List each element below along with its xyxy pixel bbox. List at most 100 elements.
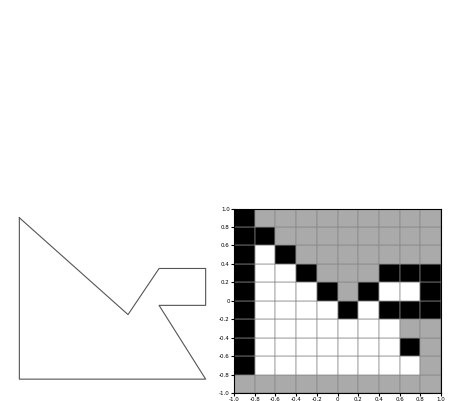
Bar bbox=[317, 319, 338, 338]
Bar bbox=[338, 264, 358, 282]
Bar bbox=[255, 282, 275, 301]
Bar bbox=[275, 356, 296, 375]
Bar bbox=[275, 282, 296, 301]
Bar bbox=[338, 282, 358, 301]
Bar bbox=[420, 356, 441, 375]
Bar bbox=[234, 356, 255, 375]
Bar bbox=[275, 227, 296, 245]
Bar bbox=[338, 209, 358, 227]
Bar bbox=[400, 319, 420, 338]
Bar bbox=[358, 209, 379, 227]
Bar bbox=[338, 227, 358, 245]
Bar bbox=[234, 375, 255, 393]
Bar bbox=[379, 301, 400, 319]
Bar bbox=[255, 301, 275, 319]
Bar bbox=[234, 209, 255, 227]
Bar bbox=[317, 282, 338, 301]
Bar bbox=[275, 319, 296, 338]
Bar bbox=[358, 245, 379, 264]
Bar bbox=[420, 282, 441, 301]
Bar bbox=[420, 209, 441, 227]
Bar bbox=[400, 356, 420, 375]
Bar bbox=[400, 338, 420, 356]
Bar bbox=[317, 338, 338, 356]
Bar bbox=[317, 301, 338, 319]
Bar bbox=[338, 319, 358, 338]
Bar bbox=[379, 264, 400, 282]
Bar bbox=[420, 227, 441, 245]
Bar bbox=[420, 301, 441, 319]
Bar bbox=[420, 319, 441, 338]
Bar bbox=[358, 375, 379, 393]
Bar bbox=[358, 338, 379, 356]
Bar bbox=[255, 338, 275, 356]
Bar bbox=[275, 264, 296, 282]
Bar bbox=[379, 227, 400, 245]
Bar bbox=[296, 227, 317, 245]
Bar bbox=[338, 375, 358, 393]
Bar bbox=[338, 356, 358, 375]
Bar bbox=[317, 375, 338, 393]
Bar bbox=[338, 301, 358, 319]
Bar bbox=[317, 264, 338, 282]
Bar bbox=[275, 209, 296, 227]
Bar bbox=[255, 209, 275, 227]
Bar bbox=[400, 264, 420, 282]
Bar bbox=[296, 282, 317, 301]
Bar bbox=[420, 245, 441, 264]
Bar bbox=[275, 375, 296, 393]
Bar bbox=[296, 319, 317, 338]
Bar bbox=[400, 375, 420, 393]
Bar bbox=[255, 356, 275, 375]
Bar bbox=[358, 264, 379, 282]
Bar bbox=[420, 264, 441, 282]
Bar bbox=[379, 356, 400, 375]
Bar bbox=[420, 338, 441, 356]
Bar bbox=[296, 245, 317, 264]
Bar bbox=[275, 301, 296, 319]
Bar bbox=[234, 245, 255, 264]
Bar bbox=[234, 264, 255, 282]
Bar bbox=[296, 264, 317, 282]
Bar bbox=[234, 227, 255, 245]
Bar bbox=[296, 338, 317, 356]
Bar bbox=[400, 282, 420, 301]
Bar bbox=[234, 338, 255, 356]
Bar bbox=[255, 245, 275, 264]
Bar bbox=[379, 319, 400, 338]
Bar bbox=[379, 245, 400, 264]
Bar bbox=[317, 356, 338, 375]
Bar bbox=[400, 301, 420, 319]
Bar bbox=[338, 245, 358, 264]
Bar bbox=[296, 301, 317, 319]
Bar bbox=[420, 375, 441, 393]
Bar bbox=[400, 227, 420, 245]
Bar bbox=[358, 227, 379, 245]
Bar bbox=[296, 209, 317, 227]
Bar bbox=[379, 375, 400, 393]
Bar bbox=[275, 245, 296, 264]
Bar bbox=[296, 375, 317, 393]
Bar bbox=[358, 301, 379, 319]
Bar bbox=[379, 282, 400, 301]
Bar bbox=[234, 282, 255, 301]
Bar bbox=[379, 338, 400, 356]
Bar bbox=[275, 338, 296, 356]
Bar bbox=[255, 375, 275, 393]
Bar bbox=[358, 282, 379, 301]
Bar bbox=[317, 209, 338, 227]
Bar bbox=[358, 319, 379, 338]
Bar bbox=[338, 338, 358, 356]
Bar bbox=[255, 227, 275, 245]
Bar bbox=[234, 319, 255, 338]
Bar bbox=[400, 245, 420, 264]
Bar bbox=[255, 264, 275, 282]
Bar bbox=[317, 245, 338, 264]
Bar bbox=[255, 319, 275, 338]
Bar bbox=[317, 227, 338, 245]
Bar bbox=[296, 356, 317, 375]
Bar bbox=[358, 356, 379, 375]
Bar bbox=[400, 209, 420, 227]
Bar bbox=[379, 209, 400, 227]
Bar bbox=[234, 301, 255, 319]
